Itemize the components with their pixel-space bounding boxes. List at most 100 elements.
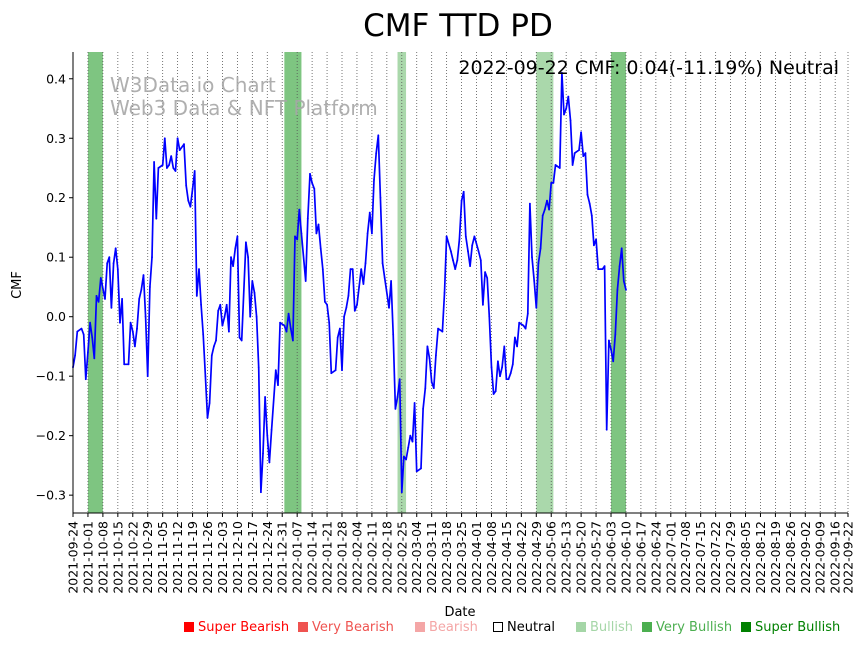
chart-title: CMF TTD PD [363,8,553,44]
data-point [191,187,194,190]
data-point [343,315,345,318]
data-point [460,199,463,202]
x-tick-label: 2021-10-29 [140,521,155,594]
data-point [351,268,354,270]
data-point [84,378,87,381]
data-point [189,205,192,208]
legend-label: Neutral [507,620,555,635]
y-tick-label: 0.2 [46,190,66,205]
data-point [217,309,220,312]
data-point [219,303,222,306]
data-point [518,321,521,324]
data-point [383,277,386,279]
x-tick-label: 2021-12-24 [260,521,275,594]
data-point [441,330,444,333]
data-point [571,164,574,166]
x-tick-label: 2022-07-15 [693,521,708,594]
data-point [153,161,156,163]
data-point [529,202,531,205]
data-point [157,167,160,169]
data-point [95,295,98,297]
data-point [462,190,465,193]
x-tick-label: 2022-08-12 [753,521,768,594]
data-point [514,336,516,339]
data-point [595,238,597,241]
data-point [543,208,546,211]
data-point [339,327,341,330]
data-point [396,396,399,398]
data-point [264,396,266,398]
x-tick-label: 2022-02-25 [394,521,409,594]
data-point [326,303,328,306]
data-point [580,131,582,134]
x-tick-label: 2021-11-26 [200,521,215,594]
data-point [618,265,621,267]
legend-swatch [184,622,194,632]
data-point [597,268,600,270]
data-point [507,378,510,381]
x-tick-label: 2022-03-25 [454,521,469,594]
data-point [486,277,489,279]
data-point [274,369,277,372]
x-tick-label: 2022-08-19 [768,521,783,594]
data-point [590,214,593,217]
data-point [183,143,185,146]
data-point [394,408,397,410]
x-tick-label: 2022-08-26 [783,521,798,594]
data-point [552,182,555,184]
data-point [616,289,619,291]
x-tick-label: 2022-05-06 [544,521,559,594]
legend-item: Super Bearish [184,620,289,635]
data-point [208,402,211,404]
data-point [371,232,373,235]
signal-band-1 [284,52,302,513]
data-point [202,333,205,336]
legend-label: Very Bullish [656,620,733,635]
data-point [353,309,356,312]
data-point [341,369,343,372]
data-point [445,235,448,238]
legend-item: Very Bearish [298,620,394,635]
data-point [601,268,604,270]
data-point [567,95,570,98]
data-point [232,265,235,267]
data-point [450,250,452,253]
data-point [435,354,437,357]
data-point [469,265,471,267]
data-point [464,235,467,238]
data-point [375,152,378,155]
data-point [311,182,313,184]
data-point [121,298,123,300]
data-point [405,458,407,461]
data-point [123,363,126,366]
legend-item: Very Bullish [642,620,732,635]
data-point [377,134,380,137]
data-point [499,375,501,378]
data-point [622,280,625,282]
data-point [146,375,149,378]
data-point [550,182,553,184]
data-point [193,170,196,172]
data-point [170,155,173,158]
x-tick-label: 2022-01-28 [335,521,350,594]
data-point [482,303,484,306]
x-tick-label: 2022-07-29 [723,521,738,594]
data-point [610,348,612,351]
data-point [490,366,493,369]
data-point [509,372,512,375]
data-point [356,303,358,306]
x-tick-label: 2022-01-14 [305,521,320,594]
data-point [593,244,595,247]
data-point [168,164,171,166]
data-point [266,434,269,437]
legend-label: Super Bearish [198,620,290,635]
data-point [368,211,371,214]
data-point [347,295,350,297]
data-point [155,217,158,220]
data-point [413,402,416,404]
data-point [558,167,561,169]
data-point [149,286,151,288]
data-point [151,256,153,259]
data-point [97,300,100,303]
data-point [236,235,239,238]
